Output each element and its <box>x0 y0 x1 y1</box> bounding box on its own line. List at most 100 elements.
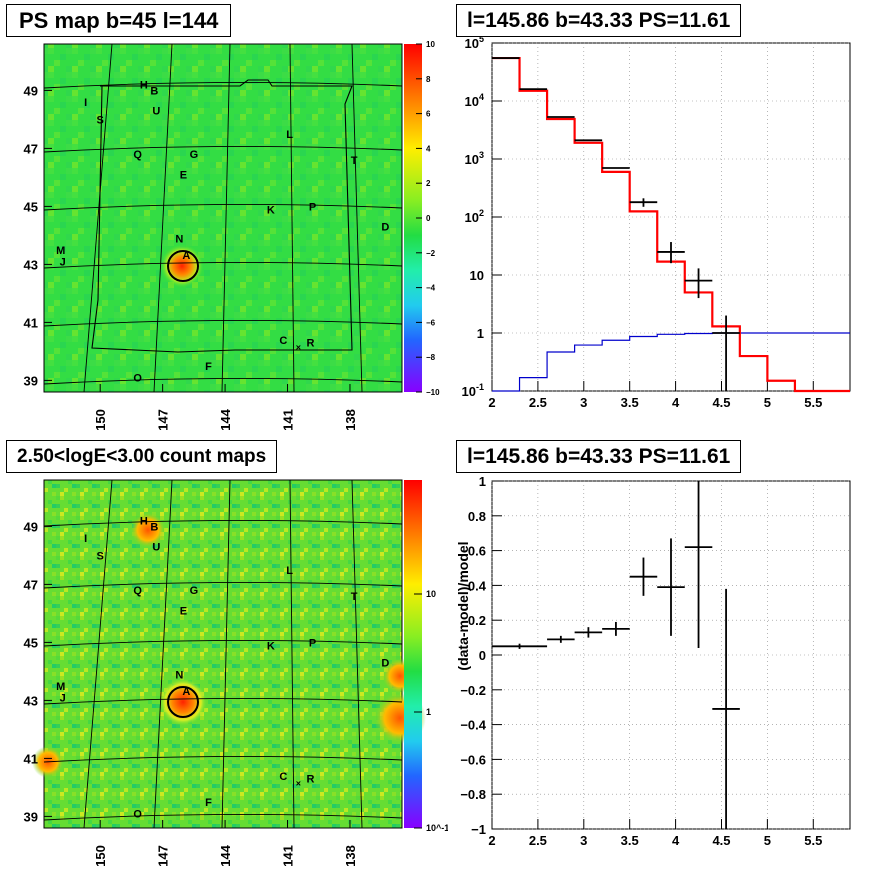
ps-map-source-label: L <box>286 129 293 141</box>
ps-map-source-label: T <box>351 155 358 167</box>
ps-colorbar <box>404 44 422 392</box>
count-map-source-label: D <box>381 658 389 670</box>
ps-map-source-label: I <box>84 97 87 109</box>
count-map-source-label: L <box>286 565 293 577</box>
ps-map-source-circle <box>167 250 199 282</box>
ps-map-source-label: N <box>175 233 183 245</box>
ps-colorbar-tick-label: −8 <box>426 353 436 362</box>
residual-xtick-label: 5 <box>764 833 771 848</box>
count-map-ytick-label: 43 <box>24 693 38 708</box>
ps-map-xtick-label: 144 <box>218 408 233 430</box>
spectrum-xtick-label: 2 <box>488 395 495 410</box>
ps-map-source-label: O <box>133 373 142 385</box>
ps-map-source-label: A <box>182 250 190 262</box>
count-map-source-label: J <box>60 693 66 705</box>
count-colorbar-ticks: 10 1 10^-1 <box>414 589 449 833</box>
residual-ytick-label: −0.2 <box>460 683 486 698</box>
ps-map-grid <box>43 43 403 393</box>
ps-map-source-label: F <box>205 361 212 373</box>
spectrum-ytick-label: 102 <box>465 208 484 225</box>
residual-ytick-label: 0 <box>479 648 486 663</box>
residual-xtick-label: 4.5 <box>712 833 730 848</box>
count-map-ytick-label: 47 <box>24 577 38 592</box>
count-map-source-label: T <box>351 591 358 603</box>
count-map-source-label: E <box>180 606 187 618</box>
residual-point <box>712 588 740 829</box>
spectrum-xtick-label: 3 <box>580 395 587 410</box>
ps-map-source-label: Q <box>133 149 142 161</box>
spectrum-xtick-label: 4 <box>672 395 680 410</box>
spectrum-title: l=145.86 b=43.33 PS=11.61 <box>456 4 742 37</box>
count-map-ytick-label: 49 <box>24 519 38 534</box>
ps-map-source-label: B <box>150 85 158 97</box>
residual-svg: 2 2.5 3 3.5 4 4.5 5 5.5 −1 −0.8 −0.6 −0.4 −0.2 0 0.2 0.… <box>455 474 851 848</box>
ps-map-xtick-label: 147 <box>156 409 171 431</box>
residual-xtick-label: 4 <box>672 833 680 848</box>
ps-map-xticks: 150 147 144 141 138 <box>93 384 358 431</box>
count-colorbar-tick-label: 10^-1 <box>426 823 448 833</box>
residual-ytick-label: −1 <box>471 822 486 837</box>
data-point <box>684 268 713 299</box>
count-map-xtick-label: 147 <box>156 845 171 867</box>
count-colorbar <box>404 480 422 828</box>
spectrum-xtick-label: 4.5 <box>712 395 730 410</box>
residual-point <box>684 481 713 649</box>
count-map-source-circle <box>167 686 199 718</box>
residual-ytick-label: 0.6 <box>468 544 486 559</box>
background-model-line <box>492 332 850 392</box>
residual-panel: 2 2.5 3 3.5 4 4.5 5 5.5 −1 −0.8 −0.6 −0.4 −0.2 0 0.2 0.… <box>448 436 896 872</box>
count-map-ytick-label: 41 <box>24 751 38 766</box>
count-map-source-label: G <box>190 585 199 597</box>
residual-xtick-label: 5.5 <box>804 833 822 848</box>
ps-map-svg: H BU IS L Q G T E K P D N MJ A C R F O × 150 147 144 141 138 3… <box>24 40 441 431</box>
ps-map-ytick-label: 49 <box>24 83 38 98</box>
residual-ylabel: (data-model)/model <box>455 541 471 670</box>
ps-map-panel: H B U I S L Q G T E K P D N M J A C R F O × 150 147 144 141 138 3… <box>0 0 448 436</box>
ps-map-ytick-label: 41 <box>24 315 38 330</box>
ps-map-source-label: C <box>279 335 287 347</box>
spectrum-ytick-label: 10 <box>470 268 484 283</box>
residual-ytick-label: −0.8 <box>460 787 486 802</box>
ps-map-ytick-label: 39 <box>24 373 38 388</box>
count-map-source-label: B <box>150 521 158 533</box>
count-map-source-label: Q <box>133 585 142 597</box>
ps-colorbar-tick-label: −6 <box>426 318 436 327</box>
cross-icon: × <box>296 343 301 353</box>
count-map-source-label: P <box>309 637 316 649</box>
ps-map-source-label: E <box>180 170 187 182</box>
data-point <box>657 242 685 264</box>
ps-map-source-label: D <box>381 222 389 234</box>
count-map-source-label: I <box>84 533 87 545</box>
count-map-ytick-label: 45 <box>24 635 38 650</box>
count-colorbar-tick-label: 10 <box>426 589 436 599</box>
ps-colorbar-tick-label: 10 <box>426 40 435 49</box>
spectrum-ytick-label: 104 <box>465 92 484 109</box>
residual-ytick-label: 0.8 <box>468 509 486 524</box>
spectrum-model-series <box>492 56 850 393</box>
ps-map-source-label: R <box>306 338 314 350</box>
count-map-xtick-label: 150 <box>93 845 108 867</box>
ps-colorbar-tick-label: 0 <box>426 214 431 223</box>
ps-map-source-label: H <box>140 80 148 92</box>
count-map-source-label: C <box>279 771 287 783</box>
spectrum-ytick-label: 105 <box>465 34 484 51</box>
ps-colorbar-tick-label: 6 <box>426 110 431 119</box>
count-map-source-label: O <box>133 809 142 821</box>
residual-point <box>602 621 630 636</box>
ps-colorbar-tick-label: −10 <box>426 388 440 397</box>
count-map-source-label: K <box>267 640 275 652</box>
data-point <box>712 315 740 391</box>
spectrum-ytick-label: 103 <box>465 150 484 167</box>
spectrum-xtick-label: 5 <box>764 395 771 410</box>
ps-colorbar-tick-label: −2 <box>426 249 436 258</box>
spectrum-ytick-label: 10-1 <box>462 382 484 399</box>
count-map-source-label: U <box>152 542 160 554</box>
ps-map-source-label: P <box>309 201 316 213</box>
data-point <box>629 198 658 207</box>
residual-ticks: 2 2.5 3 3.5 4 4.5 5 5.5 −1 −0.8 −0.6 −0.4 −0.2 0 0.2 0.… <box>460 474 822 848</box>
ps-map-source-label: J <box>60 257 66 269</box>
count-map-xticks: 150 147 144 141 138 <box>93 820 358 867</box>
residual-ytick-label: −0.6 <box>460 752 486 767</box>
ps-map-xtick-label: 141 <box>281 409 296 431</box>
